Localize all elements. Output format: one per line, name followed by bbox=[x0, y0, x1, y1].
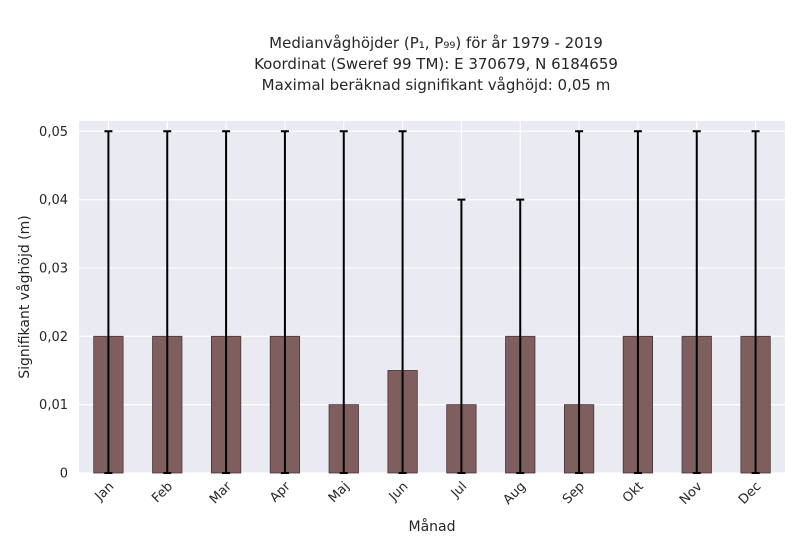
errorbar-jun bbox=[398, 130, 407, 474]
x-tick-label-feb: Feb bbox=[149, 479, 176, 506]
x-axis-label: Månad bbox=[409, 518, 456, 535]
plot-area bbox=[79, 121, 785, 473]
chart-title: Medianvåghöjder (P₁, P₉₉) för år 1979 - … bbox=[0, 33, 800, 96]
y-tick-label-3: 0,03 bbox=[39, 261, 68, 276]
x-tick-label-nov: Nov bbox=[677, 479, 706, 508]
errorbar-jul bbox=[457, 198, 466, 474]
errorbar-aug bbox=[516, 198, 525, 474]
x-tick-labels: Jan Feb Mar Apr Maj Jun Jul Aug Sep Okt Nov Dec bbox=[92, 479, 765, 508]
errorbar-maj bbox=[339, 130, 348, 474]
errorbar-okt bbox=[633, 130, 642, 474]
errorbar-feb bbox=[163, 130, 172, 474]
y-tick-label-5: 0,05 bbox=[39, 125, 68, 140]
x-tick-label-jul: Jul bbox=[448, 479, 470, 501]
x-tick-label-jun: Jun bbox=[386, 479, 412, 505]
x-tick-label-jan: Jan bbox=[92, 479, 117, 504]
errorbar-sep bbox=[575, 130, 584, 474]
x-tick-label-maj: Maj bbox=[326, 479, 353, 506]
y-axis-label: Signifikant våghöjd (m) bbox=[16, 215, 33, 378]
y-tick-labels: 0 0,01 0,02 0,03 0,04 0,05 bbox=[39, 125, 68, 482]
errorbar-dec bbox=[751, 130, 760, 474]
errorbar-apr bbox=[280, 130, 289, 474]
x-tick-label-dec: Dec bbox=[736, 479, 764, 507]
x-tick-label-apr: Apr bbox=[267, 479, 294, 506]
x-tick-label-okt: Okt bbox=[620, 479, 647, 506]
y-tick-label-4: 0,04 bbox=[39, 193, 68, 208]
error-bars bbox=[104, 130, 760, 474]
y-tick-label-1: 0,01 bbox=[39, 398, 68, 413]
chart-title-line-3: Maximal beräknad signifikant våghöjd: 0,… bbox=[261, 76, 611, 94]
y-tick-label-2: 0,02 bbox=[39, 330, 68, 345]
x-tick-label-sep: Sep bbox=[560, 479, 588, 507]
chart-title-line-1: Medianvåghöjder (P₁, P₉₉) för år 1979 - … bbox=[269, 34, 603, 52]
errorbar-mar bbox=[222, 130, 231, 474]
x-tick-label-aug: Aug bbox=[501, 479, 530, 508]
errorbar-jan bbox=[104, 130, 113, 474]
chart-title-line-2: Koordinat (Sweref 99 TM): E 370679, N 61… bbox=[254, 55, 618, 73]
x-tick-label-mar: Mar bbox=[207, 479, 235, 507]
errorbar-nov bbox=[692, 130, 701, 474]
y-tick-label-0: 0 bbox=[60, 467, 68, 482]
